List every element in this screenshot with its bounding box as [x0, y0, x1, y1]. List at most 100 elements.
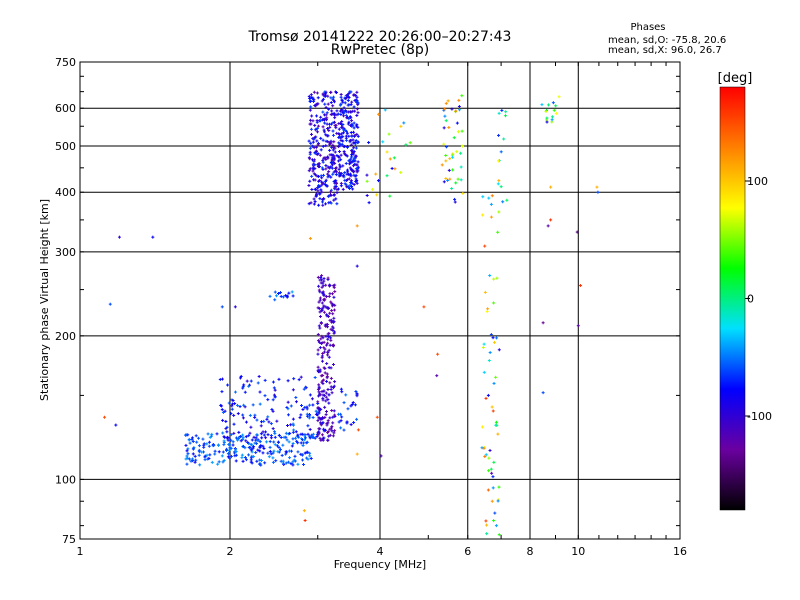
- data-point: [339, 153, 343, 157]
- data-point: [322, 279, 326, 283]
- data-point: [320, 433, 324, 437]
- data-point: [217, 450, 221, 454]
- data-point: [491, 336, 495, 340]
- data-point: [314, 409, 318, 413]
- data-point: [352, 170, 356, 174]
- data-point: [335, 91, 339, 95]
- data-point: [321, 93, 325, 97]
- data-point: [321, 160, 325, 164]
- data-point: [355, 169, 359, 173]
- data-point: [356, 134, 360, 138]
- data-point: [320, 190, 324, 194]
- data-point: [293, 454, 297, 458]
- data-point: [352, 183, 356, 187]
- data-point: [317, 306, 321, 310]
- data-point: [596, 190, 600, 194]
- data-point: [241, 459, 245, 463]
- data-point: [307, 139, 311, 143]
- data-point: [205, 453, 209, 457]
- data-point: [186, 452, 190, 456]
- data-point: [339, 419, 343, 423]
- data-point: [328, 190, 332, 194]
- data-point: [312, 435, 316, 439]
- data-point: [319, 321, 323, 325]
- data-point: [318, 315, 322, 319]
- data-point: [273, 388, 277, 392]
- data-point: [337, 159, 341, 163]
- data-point: [319, 148, 323, 152]
- data-point: [303, 451, 307, 455]
- data-point: [249, 442, 253, 446]
- y-tick-label: 75: [62, 533, 76, 546]
- data-point: [307, 169, 311, 173]
- data-point: [239, 434, 243, 438]
- data-point: [352, 421, 356, 425]
- data-point: [233, 305, 237, 309]
- data-point: [197, 444, 201, 448]
- y-tick-label: 200: [55, 330, 76, 343]
- data-point: [287, 440, 291, 444]
- data-point: [451, 168, 455, 172]
- x-axis-label: Frequency [MHz]: [334, 558, 426, 571]
- data-point: [365, 173, 369, 177]
- data-point: [324, 91, 328, 95]
- data-point: [315, 192, 319, 196]
- data-point: [233, 402, 237, 406]
- data-point: [318, 368, 322, 372]
- data-point: [492, 277, 496, 281]
- data-point: [323, 121, 327, 125]
- data-point: [316, 189, 320, 193]
- data-point: [243, 390, 247, 394]
- data-point: [490, 194, 494, 198]
- data-point: [348, 139, 352, 143]
- data-point: [453, 200, 457, 204]
- data-point: [225, 430, 229, 434]
- data-point: [271, 409, 275, 413]
- data-point: [497, 159, 501, 163]
- data-point: [241, 436, 245, 440]
- data-point: [341, 139, 345, 143]
- data-point: [233, 454, 237, 458]
- data-point: [335, 181, 339, 185]
- data-point: [318, 310, 322, 314]
- data-point: [331, 415, 335, 419]
- data-point: [347, 120, 351, 124]
- data-point: [312, 163, 316, 167]
- data-point: [226, 383, 230, 387]
- data-point: [288, 431, 292, 435]
- data-point: [221, 418, 225, 422]
- data-point: [286, 424, 290, 428]
- data-point: [269, 452, 273, 456]
- data-point: [375, 193, 379, 197]
- data-point: [264, 440, 268, 444]
- data-point: [332, 409, 336, 413]
- data-point: [335, 109, 339, 113]
- data-point: [227, 401, 231, 405]
- data-point: [251, 446, 255, 450]
- data-point: [306, 424, 310, 428]
- data-point: [335, 191, 339, 195]
- data-point: [267, 455, 271, 459]
- data-point: [330, 391, 334, 395]
- data-point: [318, 326, 322, 330]
- data-point: [268, 294, 272, 298]
- data-point: [311, 167, 315, 171]
- data-point: [267, 420, 271, 424]
- data-point: [457, 105, 461, 109]
- data-point: [303, 438, 307, 442]
- data-point: [457, 98, 461, 102]
- data-point: [306, 450, 310, 454]
- data-point: [381, 140, 385, 144]
- data-point: [455, 121, 459, 125]
- data-point: [317, 340, 321, 344]
- data-point: [292, 458, 296, 462]
- data-point: [315, 126, 319, 130]
- data-point: [321, 436, 325, 440]
- data-point: [335, 154, 339, 158]
- data-point: [355, 181, 359, 185]
- data-point: [238, 405, 242, 409]
- data-point: [254, 451, 258, 455]
- data-point: [330, 429, 334, 433]
- data-point: [339, 112, 343, 116]
- data-point: [279, 291, 283, 295]
